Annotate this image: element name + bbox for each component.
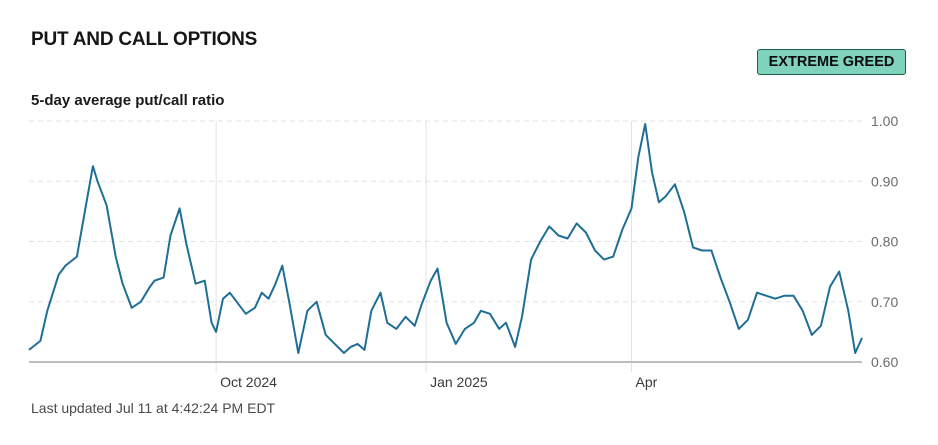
x-tick-label: Oct 2024 [220,374,277,390]
chart-title: PUT AND CALL OPTIONS [31,29,258,50]
grid [29,120,862,372]
put-call-ratio-line [28,123,863,354]
sentiment-badge: EXTREME GREED [757,49,906,75]
x-tick-label: Jan 2025 [430,374,488,390]
x-axis-ticks: Oct 2024 Jan 2025 Apr [220,374,657,390]
y-tick-label: 1.00 [871,113,898,129]
y-tick-label: 0.80 [871,234,898,250]
chart-subtitle: 5-day average put/call ratio [31,92,225,109]
last-updated-text: Last updated Jul 11 at 4:42:24 PM EDT [31,400,276,416]
y-tick-label: 0.60 [871,354,898,370]
x-tick-label: Apr [635,374,657,390]
y-tick-label: 0.70 [871,294,898,310]
y-axis-ticks: 1.00 0.90 0.80 0.70 0.60 [871,113,898,370]
y-tick-label: 0.90 [871,173,898,189]
